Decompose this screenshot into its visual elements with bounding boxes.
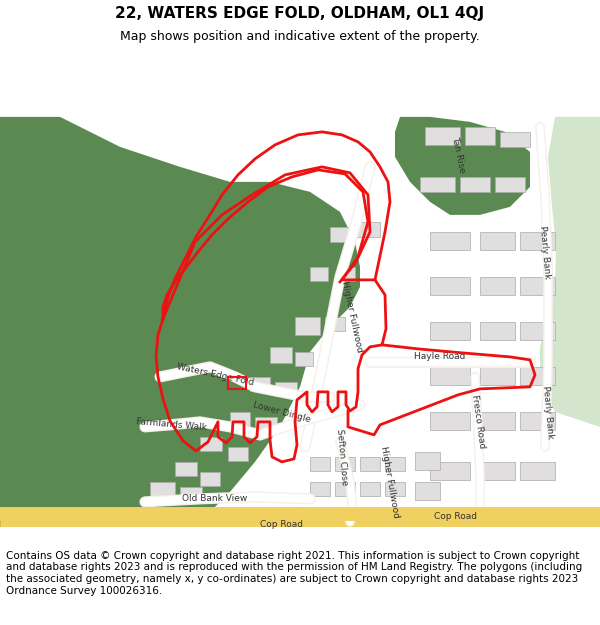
Text: Pearly Bank: Pearly Bank [541,385,555,439]
Bar [295,352,313,366]
Bar [510,522,540,536]
Polygon shape [0,117,360,522]
Bar [480,412,515,430]
Bar [150,482,175,496]
Bar [385,457,405,471]
Text: Old Bank View: Old Bank View [182,494,248,503]
Text: Higher Fullwood: Higher Fullwood [379,445,401,519]
Bar [228,377,246,389]
Bar [520,462,555,480]
Text: Contains OS data © Crown copyright and database right 2021. This information is : Contains OS data © Crown copyright and d… [6,551,582,596]
Bar [520,367,555,385]
Text: Lower Dingle: Lower Dingle [252,400,312,424]
Bar [335,482,355,496]
Bar [255,417,277,431]
Text: Pearly Bank: Pearly Bank [538,225,552,279]
Bar [385,482,405,496]
Bar [480,232,515,250]
Bar [295,317,320,335]
Bar [430,522,460,536]
Text: Higher Fullwood: Higher Fullwood [340,280,364,354]
Bar [355,222,380,237]
Bar [200,472,220,486]
Polygon shape [395,117,530,215]
Bar [540,522,570,536]
Bar [480,322,515,340]
Polygon shape [540,117,600,427]
Bar [310,267,328,281]
Bar [500,132,530,147]
Bar [430,367,470,385]
Text: Waters Edge Fold: Waters Edge Fold [176,362,254,388]
Polygon shape [0,482,55,522]
Bar [200,437,222,451]
Bar [335,457,355,471]
Bar [330,227,350,242]
Bar [480,462,515,480]
Bar [310,457,330,471]
Bar [475,522,505,536]
Bar [430,462,470,480]
Bar [420,177,455,192]
Bar [180,487,202,501]
Text: Tan Rise: Tan Rise [450,136,466,174]
Bar [460,177,490,192]
Bar [275,382,297,396]
Bar [415,452,440,470]
Text: 22, WATERS EDGE FOLD, OLDHAM, OL1 4QJ: 22, WATERS EDGE FOLD, OLDHAM, OL1 4QJ [115,6,485,21]
Bar [520,232,555,250]
Bar [360,457,380,471]
Text: Cop Road: Cop Road [260,521,304,529]
Text: Cop Road: Cop Road [433,512,476,521]
Bar [175,462,197,476]
Bar [230,412,250,426]
Bar [350,522,380,536]
Text: Map shows position and indicative extent of the property.: Map shows position and indicative extent… [120,30,480,43]
Bar [430,412,470,430]
Bar [270,347,292,363]
Bar [480,367,515,385]
Bar [360,482,380,496]
Bar [340,267,355,281]
Bar [520,412,555,430]
Bar [228,447,248,461]
Bar [310,522,340,536]
Bar [495,177,525,192]
Bar [520,322,555,340]
Text: Sefton Close: Sefton Close [335,428,349,486]
Bar [430,277,470,295]
Text: Farmlands Walk: Farmlands Walk [136,418,208,432]
Polygon shape [0,512,600,527]
Bar [310,482,330,496]
Bar [250,377,270,391]
Bar [430,322,470,340]
Bar [465,127,495,145]
Bar [415,482,440,500]
Bar [430,232,470,250]
Bar [390,522,420,536]
Bar [325,317,345,331]
Bar [425,127,460,145]
Text: Hayle Road: Hayle Road [415,352,466,361]
Bar [480,277,515,295]
Text: Fresco Road: Fresco Road [470,394,486,449]
Bar [520,277,555,295]
